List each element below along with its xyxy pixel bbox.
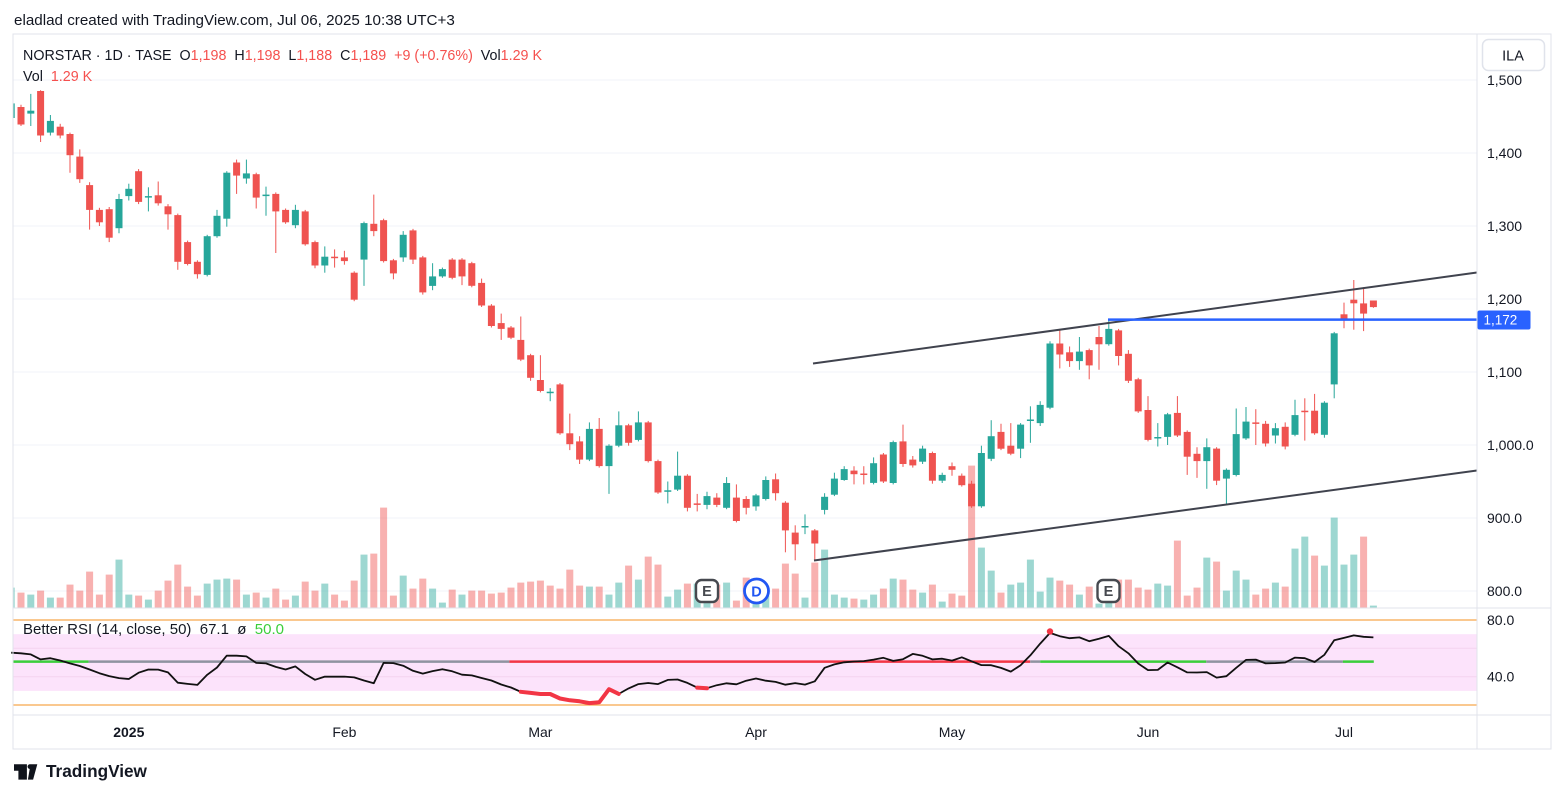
svg-text:1,500: 1,500 xyxy=(1487,72,1522,88)
svg-text:May: May xyxy=(939,724,965,740)
svg-text:Jun: Jun xyxy=(1137,724,1160,740)
svg-text:1,200: 1,200 xyxy=(1487,291,1522,307)
svg-text:40.0: 40.0 xyxy=(1487,669,1514,685)
svg-text:D: D xyxy=(751,585,761,601)
svg-text:Apr: Apr xyxy=(745,724,767,740)
svg-text:2025: 2025 xyxy=(113,724,144,740)
svg-text:E: E xyxy=(1104,584,1114,600)
svg-text:E: E xyxy=(702,584,712,600)
svg-text:NORSTAR · 1D · TASE O1,198 H: NORSTAR · 1D · TASE O1,198 H1,198 L1,188… xyxy=(23,48,542,64)
svg-text:Vol 1.29 K: Vol 1.29 K xyxy=(23,69,93,85)
svg-text:ILA: ILA xyxy=(1502,49,1524,65)
svg-text:TradingView: TradingView xyxy=(46,761,148,781)
svg-text:800.0: 800.0 xyxy=(1487,583,1522,599)
svg-text:1,400: 1,400 xyxy=(1487,145,1522,161)
svg-text:1,172: 1,172 xyxy=(1484,313,1518,328)
svg-text:eladlad created with TradingVi: eladlad created with TradingView.com, Ju… xyxy=(14,12,455,29)
svg-text:Jul: Jul xyxy=(1335,724,1353,740)
svg-text:Mar: Mar xyxy=(528,724,552,740)
svg-text:1,100: 1,100 xyxy=(1487,364,1522,380)
svg-text:Better RSI (14, close, 50) 67: Better RSI (14, close, 50) 67.1 ø 50.0 xyxy=(23,621,284,638)
svg-text:80.0: 80.0 xyxy=(1487,612,1514,628)
svg-text:Feb: Feb xyxy=(332,724,356,740)
svg-text:1,300: 1,300 xyxy=(1487,218,1522,234)
svg-text:900.0: 900.0 xyxy=(1487,510,1522,526)
svg-text:1,000.0: 1,000.0 xyxy=(1487,437,1534,453)
